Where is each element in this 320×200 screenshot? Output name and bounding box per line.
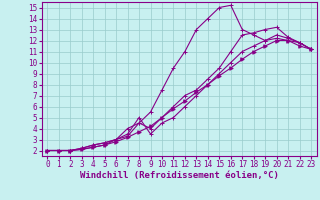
X-axis label: Windchill (Refroidissement éolien,°C): Windchill (Refroidissement éolien,°C) [80, 171, 279, 180]
